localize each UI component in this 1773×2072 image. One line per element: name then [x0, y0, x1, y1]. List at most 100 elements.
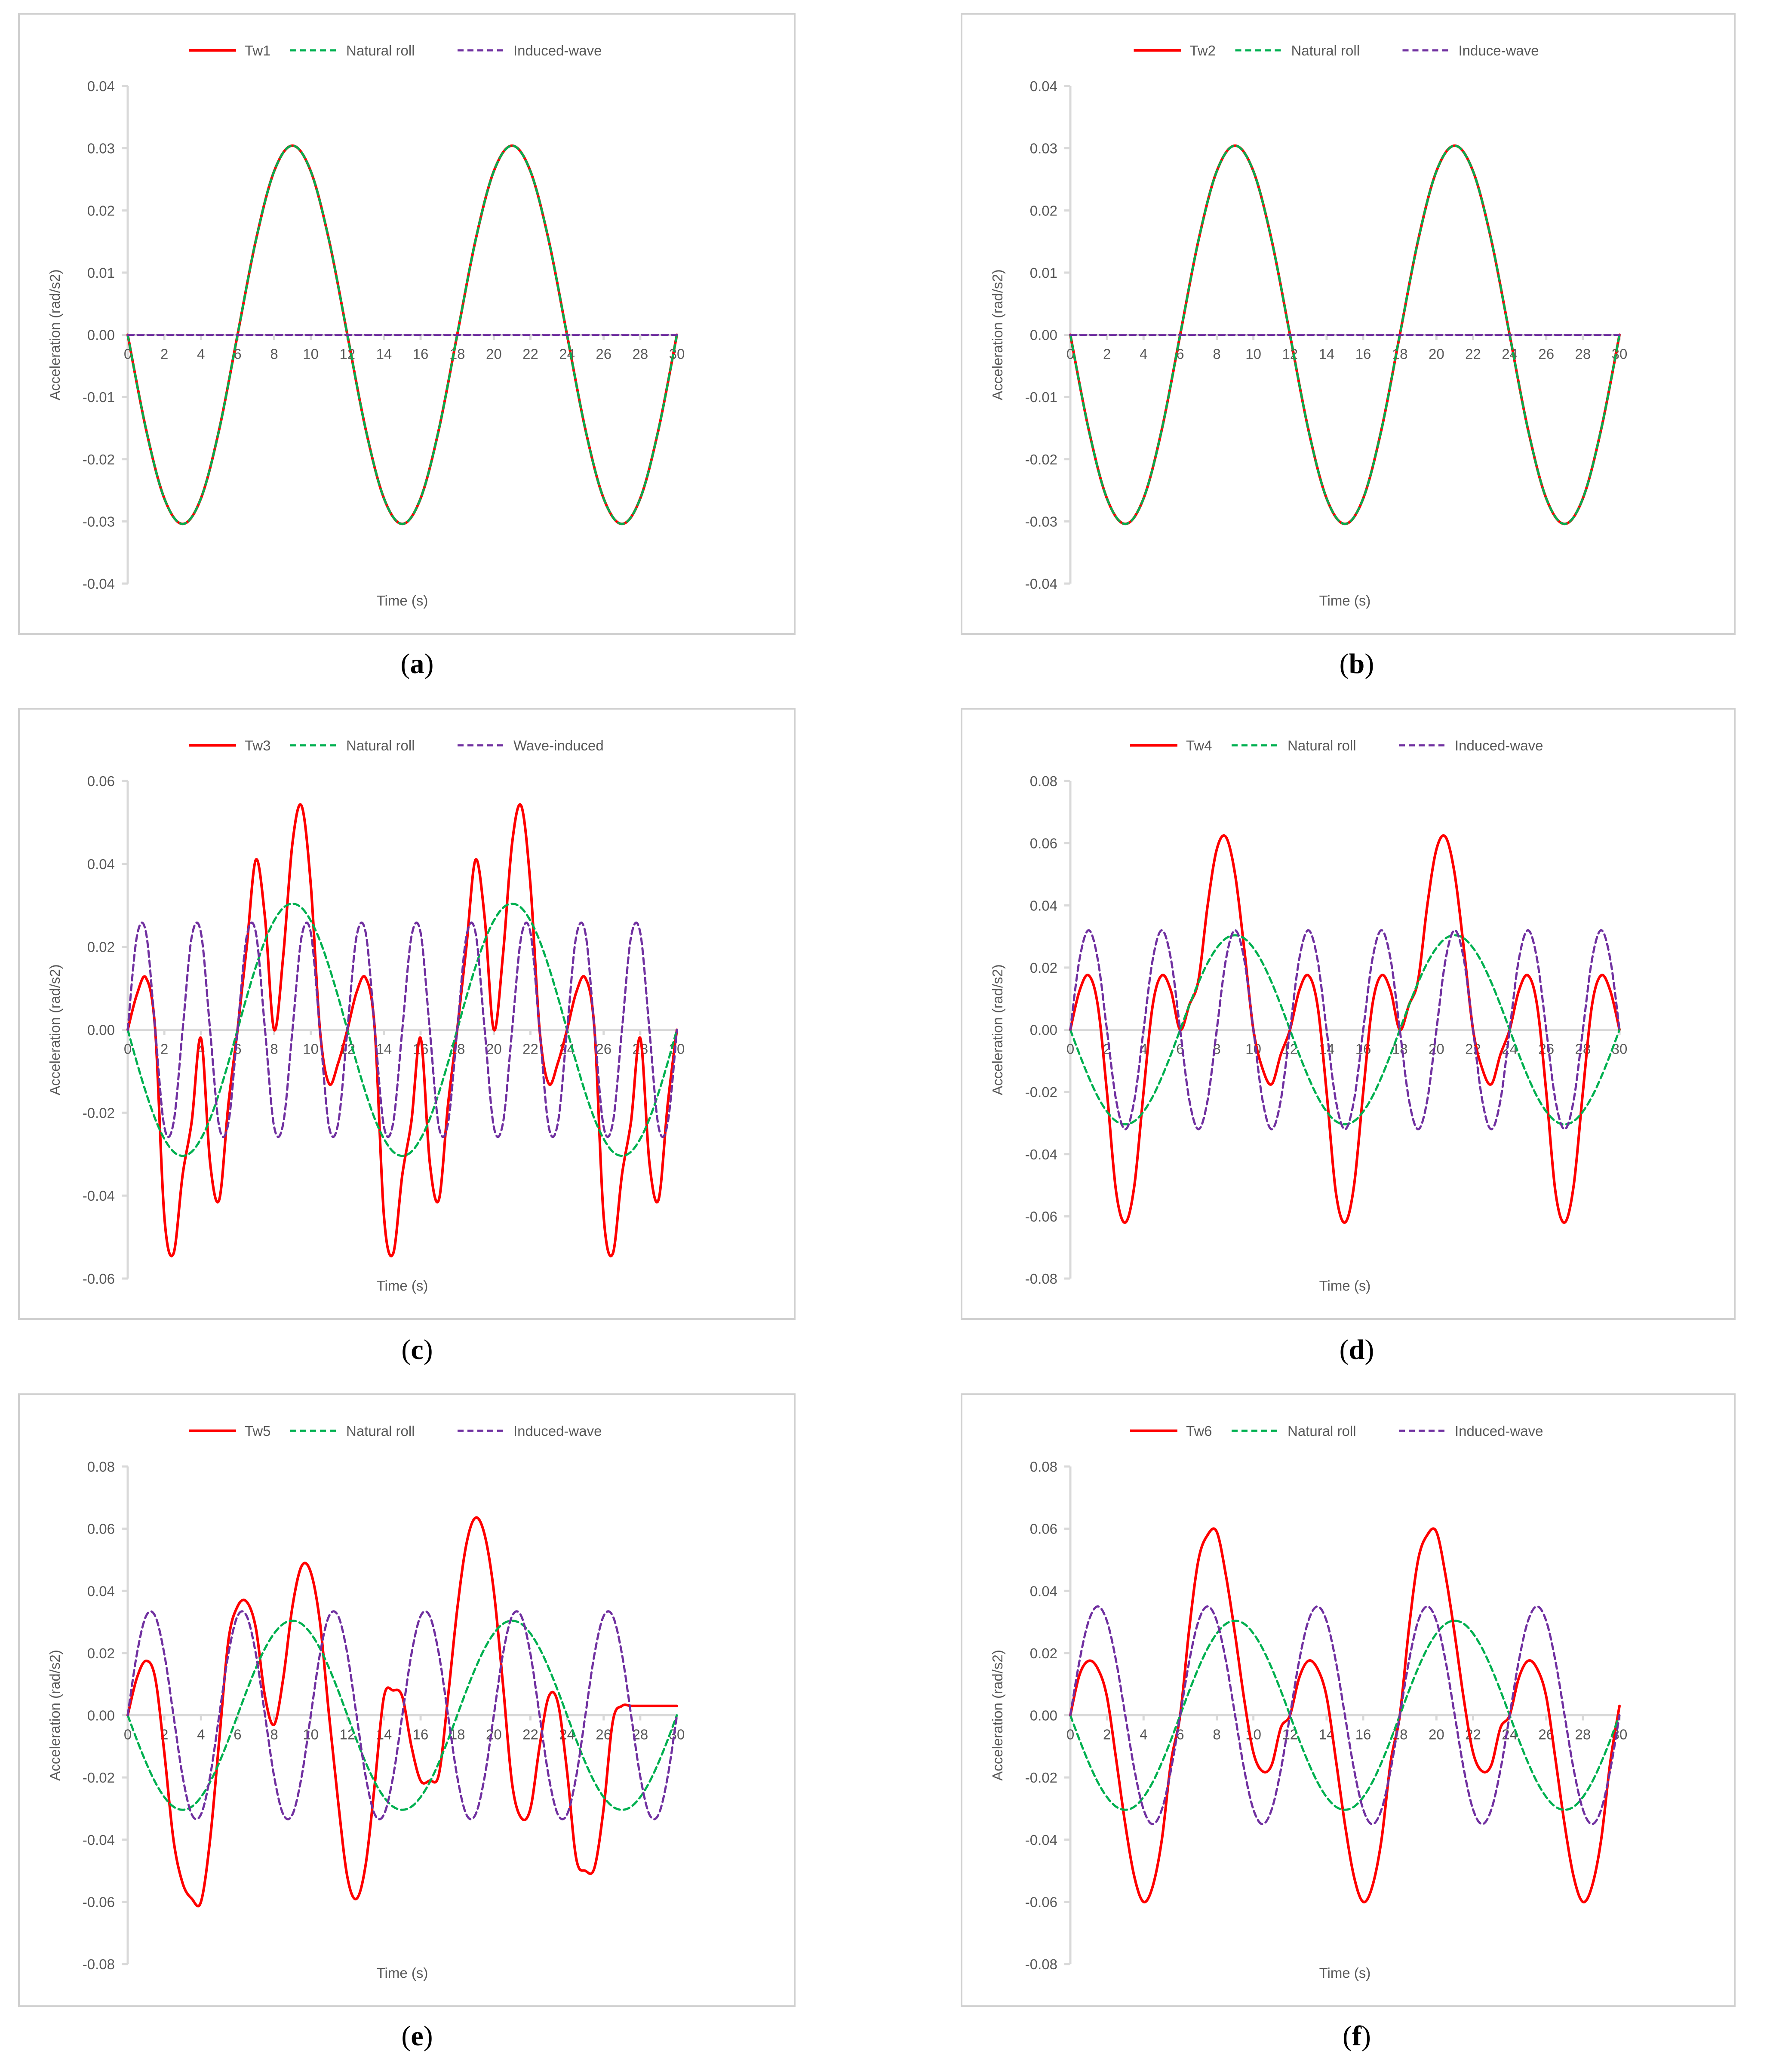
y-tick-label: 0.01: [1030, 265, 1057, 281]
caption-close-paren: ): [1361, 2020, 1371, 2052]
x-tick-label: 22: [522, 346, 538, 362]
chart-frame: [18, 13, 796, 635]
chart-frame: [961, 708, 1736, 1320]
caption-open-paren: (: [401, 1334, 411, 1365]
legend-entry: Natural roll: [346, 738, 415, 753]
x-tick-label: 30: [1612, 1041, 1628, 1057]
x-tick-label: 10: [303, 1041, 319, 1057]
y-tick-label: 0.02: [1030, 1645, 1057, 1661]
x-tick-label: 2: [1103, 1727, 1111, 1743]
caption-open-paren: (: [1340, 648, 1349, 679]
y-tick-label: -0.02: [1025, 1770, 1057, 1786]
x-tick-label: 20: [486, 1727, 502, 1743]
legend-entry: Induced-wave: [513, 1423, 602, 1439]
series-line-natural-roll: [126, 144, 678, 525]
x-tick-label: 14: [376, 346, 392, 362]
y-tick-label: -0.02: [83, 1105, 115, 1121]
x-tick-label: 22: [522, 1727, 538, 1743]
caption-letter: d: [1349, 1334, 1365, 1365]
x-tick-label: 26: [1538, 346, 1554, 362]
x-tick-label: 16: [413, 1727, 429, 1743]
chart-panel-a: -0.04 -0.03 -0.02 -0.01 0.00 0.01 0.02 0.03 0.04…: [18, 13, 796, 635]
series-line-tw6: [1069, 1527, 1621, 1903]
x-tick-label: 26: [596, 346, 611, 362]
x-tick-labels: 0 2 4 6 8 10 12 14 16 18 20 22 24 26 28 30: [124, 1715, 685, 1743]
legend: Tw3 Natural roll Wave-induced: [189, 738, 604, 753]
y-tick-labels: -0.08 -0.06 -0.04 -0.02 0.00 0.02 0.04 0.06 0.08: [1025, 773, 1070, 1287]
y-tick-label: 0.00: [1030, 327, 1057, 343]
x-tick-label: 4: [197, 1727, 205, 1743]
y-tick-label: -0.01: [1025, 389, 1057, 405]
x-tick-label: 0: [124, 1041, 132, 1057]
legend-entry: Tw5: [245, 1423, 271, 1439]
y-tick-label: 0.02: [87, 939, 115, 955]
caption-open-paren: (: [401, 2020, 411, 2052]
y-tick-label: -0.04: [83, 1188, 115, 1204]
x-tick-label: 30: [669, 1727, 685, 1743]
chart-frame: [961, 1393, 1736, 2007]
legend: Tw6 Natural roll Induced-wave: [1130, 1423, 1543, 1439]
caption-letter: f: [1352, 2020, 1362, 2052]
y-tick-label: -0.02: [83, 1770, 115, 1786]
legend-entry: Induced-wave: [1455, 738, 1543, 753]
x-tick-label: 0: [124, 1727, 132, 1743]
x-tick-label: 2: [160, 346, 168, 362]
caption-letter: e: [411, 2020, 423, 2052]
x-tick-label: 8: [270, 346, 278, 362]
panel-caption: (a): [401, 648, 434, 679]
y-tick-label: 0.02: [87, 1645, 115, 1661]
legend-entry: Wave-induced: [513, 738, 604, 753]
chart-panel-f: -0.08 -0.06 -0.04 -0.02 0.00 0.02 0.04 0.06 0.08…: [961, 1393, 1736, 2007]
y-tick-label: 0.04: [87, 1583, 115, 1599]
x-tick-label: 20: [1429, 1727, 1444, 1743]
caption-letter: b: [1349, 648, 1365, 679]
x-tick-label: 26: [596, 1727, 611, 1743]
x-tick-label: 24: [1502, 1727, 1518, 1743]
y-tick-label: -0.03: [1025, 513, 1057, 529]
x-tick-label: 16: [1355, 346, 1371, 362]
caption-close-paren: ): [424, 648, 434, 679]
x-tick-label: 20: [1429, 1041, 1444, 1057]
y-tick-label: -0.02: [1025, 452, 1057, 467]
y-tick-label: 0.04: [87, 78, 115, 94]
series-line-natural-roll: [1069, 934, 1621, 1125]
series-line-wave-induced: [126, 921, 678, 1138]
y-tick-labels: -0.08 -0.06 -0.04 -0.02 0.00 0.02 0.04 0.06 0.08: [83, 1459, 128, 1972]
y-axis-title: Acceleration (rad/s2): [47, 1650, 63, 1780]
x-tick-label: 2: [160, 1041, 168, 1057]
legend-entry: Induced-wave: [513, 43, 602, 58]
caption-letter: a: [410, 648, 424, 679]
x-tick-label: 20: [1429, 346, 1444, 362]
x-tick-label: 2: [1103, 346, 1111, 362]
x-axis-title: Time (s): [1319, 593, 1371, 609]
x-tick-label: 22: [522, 1041, 538, 1057]
y-tick-label: -0.06: [83, 1894, 115, 1910]
x-tick-label: 28: [1575, 346, 1591, 362]
legend-entry: Natural roll: [1287, 1423, 1356, 1439]
legend: Tw5 Natural roll Induced-wave: [189, 1423, 602, 1439]
panel-caption: (d): [1340, 1334, 1374, 1365]
y-tick-label: 0.03: [87, 141, 115, 157]
chart-frame: [18, 708, 796, 1320]
panel-caption: (c): [401, 1334, 433, 1365]
caption-close-paren: ): [424, 2020, 433, 2052]
y-tick-label: -0.04: [1025, 1147, 1057, 1162]
y-tick-label: -0.06: [83, 1271, 115, 1287]
legend-entry: Natural roll: [1287, 738, 1356, 753]
y-tick-label: 0.08: [1030, 773, 1057, 789]
y-axis-title: Acceleration (rad/s2): [989, 964, 1005, 1095]
caption-close-paren: ): [1364, 1334, 1374, 1365]
x-tick-label: 8: [270, 1041, 278, 1057]
y-tick-label: -0.08: [1025, 1956, 1057, 1972]
x-tick-label: 22: [1465, 346, 1481, 362]
caption-open-paren: (: [1343, 2020, 1352, 2052]
y-tick-label: -0.02: [1025, 1084, 1057, 1100]
x-axis-title: Time (s): [1319, 1965, 1371, 1981]
y-tick-label: 0.02: [1030, 960, 1057, 976]
x-tick-label: 10: [303, 346, 319, 362]
caption-close-paren: ): [1364, 648, 1374, 679]
y-tick-label: 0.00: [87, 327, 115, 343]
chart-panel-e: -0.08 -0.06 -0.04 -0.02 0.00 0.02 0.04 0.06 0.08…: [18, 1393, 796, 2007]
x-tick-label: 14: [376, 1041, 392, 1057]
x-tick-label: 26: [596, 1041, 611, 1057]
